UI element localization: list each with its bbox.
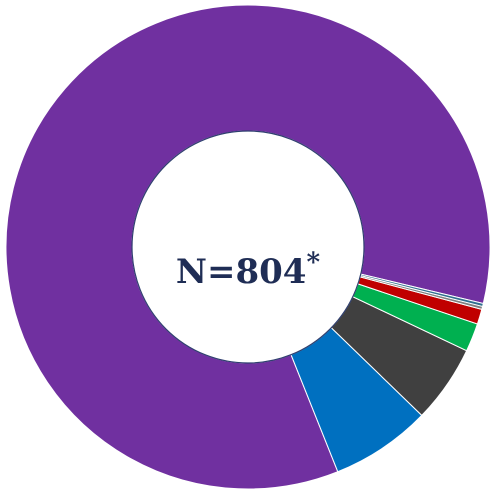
sample-size-label: N=804*: [176, 248, 321, 292]
donut-hole: [131, 130, 365, 364]
sample-size-value: N=804: [176, 252, 307, 292]
donut-slices: [5, 4, 491, 490]
sample-size-asterisk: *: [306, 248, 320, 278]
